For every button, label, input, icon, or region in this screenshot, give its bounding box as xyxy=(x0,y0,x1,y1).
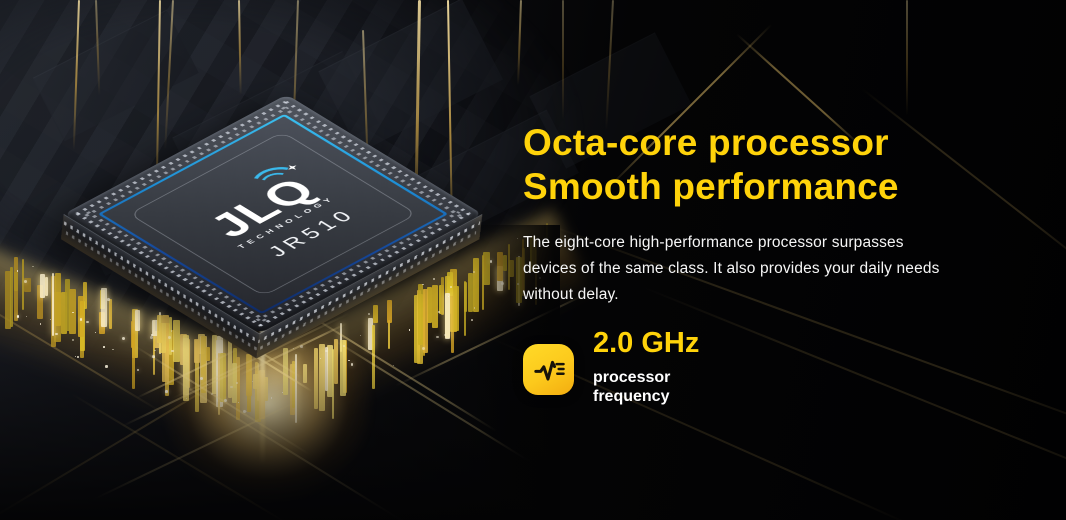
section-description: The eight-core high-performance processo… xyxy=(523,234,940,303)
spec-processor-frequency: 2.0 GHz processor frequency xyxy=(523,328,963,406)
title-line-2: Smooth performance xyxy=(523,166,899,207)
title-line-1: Octa-core processor xyxy=(523,122,889,163)
frequency-pulse-icon xyxy=(523,344,574,395)
wifi-arcs-icon xyxy=(235,157,316,204)
spec-label: processor frequency xyxy=(593,369,671,406)
hero-content: Octa-core processor Smooth performance T… xyxy=(523,121,963,406)
spec-value: 2.0 GHz xyxy=(593,327,700,359)
section-title: Octa-core processor Smooth performance xyxy=(523,121,963,209)
chip-logo: JLQ TECHNOLOGY JR510 xyxy=(145,142,401,286)
